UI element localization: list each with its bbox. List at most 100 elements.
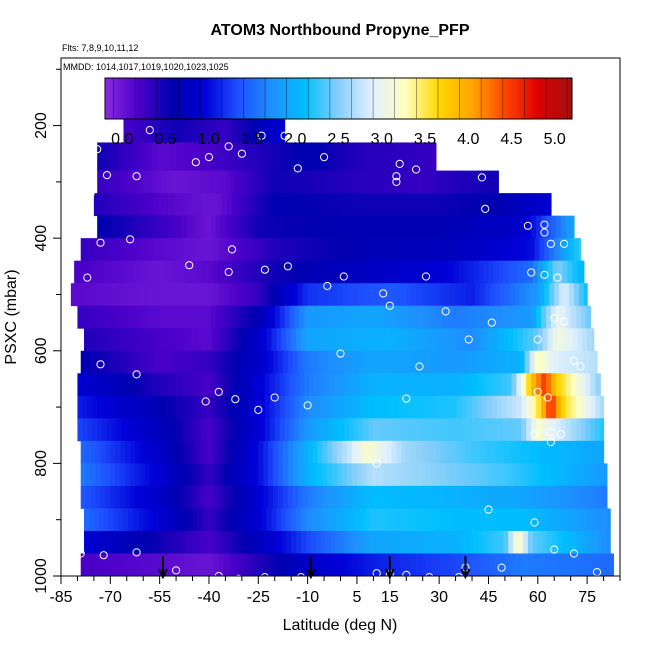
heatmap-cell <box>220 418 227 442</box>
heatmap-cell <box>250 373 256 397</box>
heatmap-cell <box>261 260 268 284</box>
sample-point <box>132 548 141 557</box>
heatmap-cell <box>194 283 200 307</box>
heatmap-cell <box>598 553 605 577</box>
heatmap-cell <box>176 373 182 397</box>
heatmap-cell <box>452 215 458 239</box>
heatmap-cell <box>136 395 143 419</box>
heatmap-cell <box>172 328 179 352</box>
heatmap-cell <box>149 553 156 577</box>
heatmap-cell <box>144 350 151 374</box>
heatmap-cell <box>333 395 340 419</box>
heatmap-cell <box>90 440 97 464</box>
heatmap-cell <box>159 485 166 509</box>
heatmap-cell <box>595 395 601 419</box>
heatmap-cell <box>371 463 378 487</box>
heatmap-cell <box>498 508 504 532</box>
heatmap-cell <box>481 305 488 329</box>
heatmap-cell <box>190 142 197 172</box>
heatmap-cell <box>108 260 115 284</box>
heatmap-cell <box>100 283 106 307</box>
heatmap-cell <box>467 170 473 194</box>
heatmap-cell <box>498 530 504 554</box>
heatmap-cell <box>470 553 476 577</box>
heatmap-cell <box>572 508 578 532</box>
heatmap-cell <box>207 114 213 143</box>
heatmap-cell <box>217 260 223 284</box>
heatmap-cell <box>468 260 475 284</box>
heatmap-cell <box>425 283 432 307</box>
heatmap-cell <box>269 170 276 194</box>
heatmap-cell <box>274 305 281 329</box>
heatmap-cell <box>422 395 429 419</box>
heatmap-cell <box>555 395 562 419</box>
heatmap-cell <box>493 193 499 217</box>
heatmap-cell <box>136 142 143 172</box>
sample-point <box>372 569 381 578</box>
heatmap-cell <box>102 418 108 442</box>
heatmap-cell <box>273 350 279 374</box>
heatmap-cell <box>111 418 118 442</box>
heatmap-cell <box>95 463 102 487</box>
heatmap-cell <box>100 463 106 487</box>
heatmap-cell <box>347 283 353 307</box>
heatmap-cell <box>111 395 118 419</box>
heatmap-cell <box>585 418 591 442</box>
heatmap-cell <box>266 260 273 284</box>
heatmap-cell <box>218 463 225 487</box>
heatmap-cell <box>534 350 541 374</box>
heatmap-cell <box>327 440 333 464</box>
heatmap-cell <box>381 440 388 464</box>
heatmap-cell <box>93 328 100 352</box>
heatmap-cell <box>223 283 230 307</box>
heatmap-cell <box>256 328 263 352</box>
heatmap-cell <box>376 350 383 374</box>
heatmap-cell <box>603 485 608 509</box>
heatmap-cell <box>115 238 121 262</box>
sample-point <box>293 164 302 173</box>
heatmap-cell <box>297 485 304 509</box>
heatmap-cell <box>509 440 516 464</box>
heatmap-cell <box>509 350 516 374</box>
heatmap-cell <box>107 305 113 329</box>
heatmap-cell <box>162 530 169 554</box>
heatmap-cell <box>248 350 254 374</box>
colorbar-tick-label: 3.0 <box>371 131 393 148</box>
heatmap-cell <box>212 328 218 352</box>
heatmap-cell <box>324 395 330 419</box>
heatmap-cell <box>245 305 251 329</box>
heatmap-cell <box>595 418 601 442</box>
heatmap-cell <box>393 142 399 172</box>
heatmap-cell <box>419 328 425 352</box>
sample-point <box>336 349 345 358</box>
heatmap-cell <box>434 260 440 284</box>
sample-point <box>296 573 306 582</box>
heatmap-cell <box>468 193 475 217</box>
heatmap-cell <box>490 485 496 509</box>
heatmap-cell <box>213 463 220 487</box>
heatmap-cell <box>547 193 552 217</box>
heatmap-cell <box>445 553 452 577</box>
heatmap-cell <box>233 350 240 374</box>
heatmap-cell <box>429 328 435 352</box>
heatmap-cell <box>294 215 300 239</box>
heatmap-cell <box>365 508 371 532</box>
heatmap-cell <box>476 305 483 329</box>
heatmap-cell <box>501 215 508 239</box>
heatmap-cell <box>92 305 98 329</box>
heatmap-cell <box>416 238 422 262</box>
heatmap-cell <box>532 530 539 554</box>
heatmap-cell <box>452 418 458 442</box>
heatmap-cell <box>289 170 296 194</box>
heatmap-cell <box>450 440 457 464</box>
heatmap-cell <box>363 142 370 172</box>
heatmap-cell <box>116 305 123 329</box>
heatmap-cell <box>310 508 317 532</box>
heatmap-cell <box>266 193 273 217</box>
heatmap-cell <box>139 463 146 487</box>
heatmap-cell <box>90 463 97 487</box>
heatmap-cell <box>169 238 176 262</box>
heatmap-cell <box>430 440 437 464</box>
sample-point <box>392 172 401 181</box>
heatmap-cell <box>373 373 379 397</box>
